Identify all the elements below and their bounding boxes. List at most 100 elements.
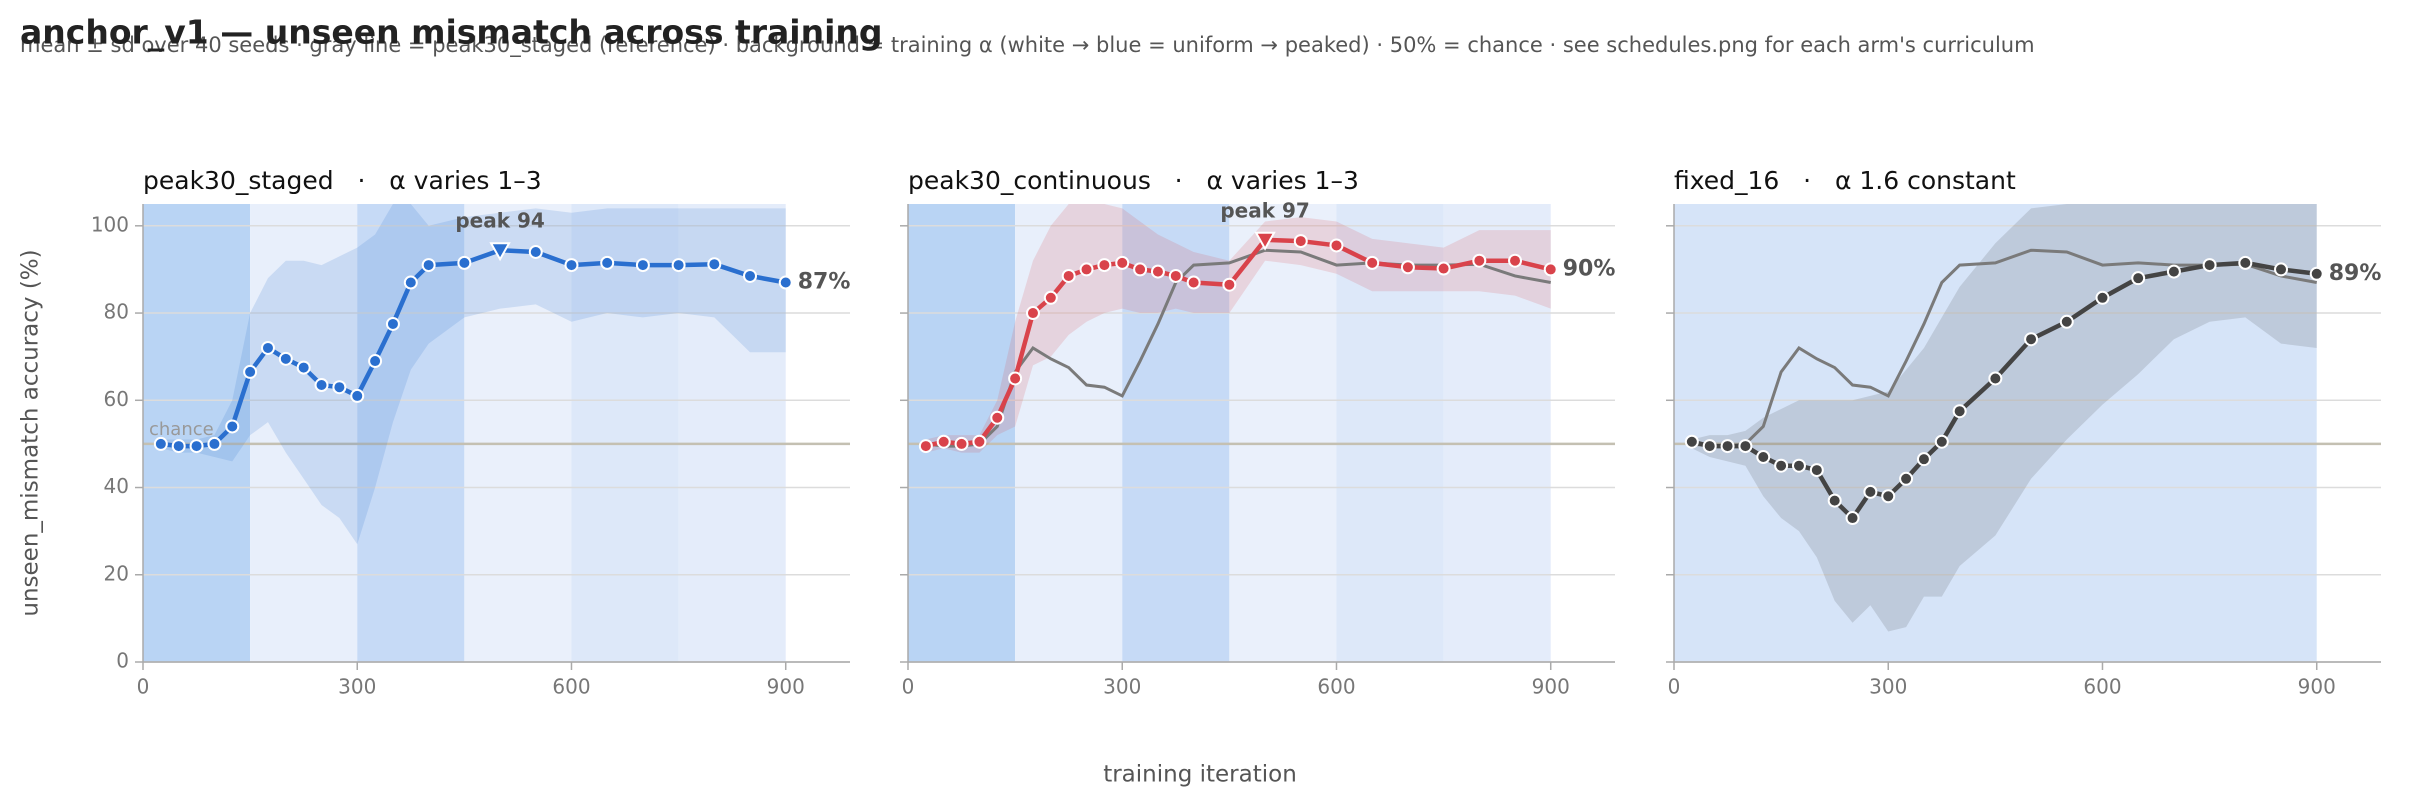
x-tick-label: 600 xyxy=(552,675,590,699)
point-marker xyxy=(278,351,293,366)
point-marker xyxy=(1043,290,1058,305)
y-tick-label: 80 xyxy=(104,300,129,324)
x-tick-label: 900 xyxy=(767,675,805,699)
peak-annotation: peak 94 xyxy=(455,209,544,233)
point-marker xyxy=(332,380,347,395)
alpha-background xyxy=(464,204,572,662)
panel: 89% 0 300 600 900 fixed_16 · α 1.6 constant xyxy=(1666,166,2381,699)
point-marker xyxy=(743,268,758,283)
point-marker xyxy=(1756,449,1771,464)
point-marker xyxy=(1079,262,1094,277)
point-marker xyxy=(600,255,615,270)
point-marker xyxy=(972,434,987,449)
panel: 0 20 40 60 80 100 chance peak 94 87% 0 300 600 900 pe… xyxy=(91,166,851,699)
x-tick-label: 600 xyxy=(1317,675,1355,699)
point-marker xyxy=(1150,264,1165,279)
x-tick-label: 300 xyxy=(1103,675,1141,699)
point-marker xyxy=(2059,314,2074,329)
point-marker xyxy=(171,439,186,454)
alpha-background xyxy=(1336,204,1444,662)
point-marker xyxy=(1222,277,1237,292)
peak-marker xyxy=(489,242,511,262)
point-marker xyxy=(2131,271,2146,286)
point-marker xyxy=(225,419,240,434)
point-marker xyxy=(2166,264,2181,279)
point-marker xyxy=(2202,258,2217,273)
alpha-background xyxy=(1674,204,2317,662)
point-marker xyxy=(1133,262,1148,277)
point-marker xyxy=(368,354,383,369)
point-marker xyxy=(1400,260,1415,275)
point-marker xyxy=(1293,234,1308,249)
x-tick-label: 900 xyxy=(1532,675,1570,699)
point-marker xyxy=(2024,332,2039,347)
point-marker xyxy=(189,439,204,454)
point-marker xyxy=(457,255,472,270)
point-marker xyxy=(350,388,365,403)
point-marker xyxy=(1025,306,1040,321)
reference-line xyxy=(1691,248,2318,448)
x-tick-label: 0 xyxy=(137,675,150,699)
point-marker xyxy=(421,258,436,273)
y-tick-label: 100 xyxy=(91,212,129,236)
alpha-background xyxy=(908,204,1016,662)
point-marker xyxy=(954,436,969,451)
point-marker xyxy=(314,378,329,393)
x-tick-label: 300 xyxy=(338,675,376,699)
subtitle: mean ± sd over 40 seeds · gray line = pe… xyxy=(20,33,2035,58)
point-marker xyxy=(2309,266,2324,281)
alpha-background xyxy=(571,204,679,662)
point-marker xyxy=(635,258,650,273)
point-marker xyxy=(1952,404,1967,419)
point-marker xyxy=(936,434,951,449)
point-marker xyxy=(385,316,400,331)
point-marker xyxy=(1508,253,1523,268)
point-marker xyxy=(1329,238,1344,253)
x-tick-label: 0 xyxy=(1668,675,1681,699)
point-marker xyxy=(1774,458,1789,473)
point-marker xyxy=(2274,262,2289,277)
point-marker xyxy=(260,340,275,355)
point-marker xyxy=(207,436,222,451)
point-marker xyxy=(990,410,1005,425)
point-marker xyxy=(1738,439,1753,454)
point-marker xyxy=(1720,439,1735,454)
point-marker xyxy=(528,244,543,259)
alpha-background xyxy=(250,204,358,662)
end-label: 87% xyxy=(798,270,851,295)
panel: peak 97 90% 0 300 600 900 peak30_continuous · … xyxy=(900,166,1615,699)
point-marker xyxy=(778,275,793,290)
point-marker xyxy=(1809,463,1824,478)
point-marker xyxy=(1115,255,1130,270)
point-marker xyxy=(1061,268,1076,283)
point-marker xyxy=(1684,434,1699,449)
point-marker xyxy=(1543,262,1558,277)
point-marker xyxy=(1988,371,2003,386)
point-marker xyxy=(1863,484,1878,499)
y-tick-label: 40 xyxy=(104,474,129,498)
point-marker xyxy=(564,258,579,273)
end-label: 89% xyxy=(2329,261,2382,286)
panel-title: peak30_staged · α varies 1–3 xyxy=(143,166,542,195)
point-marker xyxy=(1365,255,1380,270)
point-marker xyxy=(671,258,686,273)
point-marker xyxy=(296,360,311,375)
x-tick-label: 300 xyxy=(1869,675,1907,699)
point-marker xyxy=(1934,434,1949,449)
point-marker xyxy=(153,436,168,451)
point-marker xyxy=(1791,458,1806,473)
point-marker xyxy=(1827,493,1842,508)
point-marker xyxy=(1702,439,1717,454)
x-tick-label: 0 xyxy=(902,675,915,699)
point-marker xyxy=(1845,511,1860,526)
panel-title: fixed_16 · α 1.6 constant xyxy=(1674,166,2016,195)
peak-annotation: peak 97 xyxy=(1220,198,1309,222)
x-tick-label: 600 xyxy=(2083,675,2121,699)
chance-label: chance xyxy=(149,419,214,440)
point-marker xyxy=(2238,255,2253,270)
alpha-background xyxy=(1229,204,1337,662)
point-marker xyxy=(1881,489,1896,504)
point-marker xyxy=(403,275,418,290)
point-marker xyxy=(1097,258,1112,273)
point-marker xyxy=(1916,452,1931,467)
